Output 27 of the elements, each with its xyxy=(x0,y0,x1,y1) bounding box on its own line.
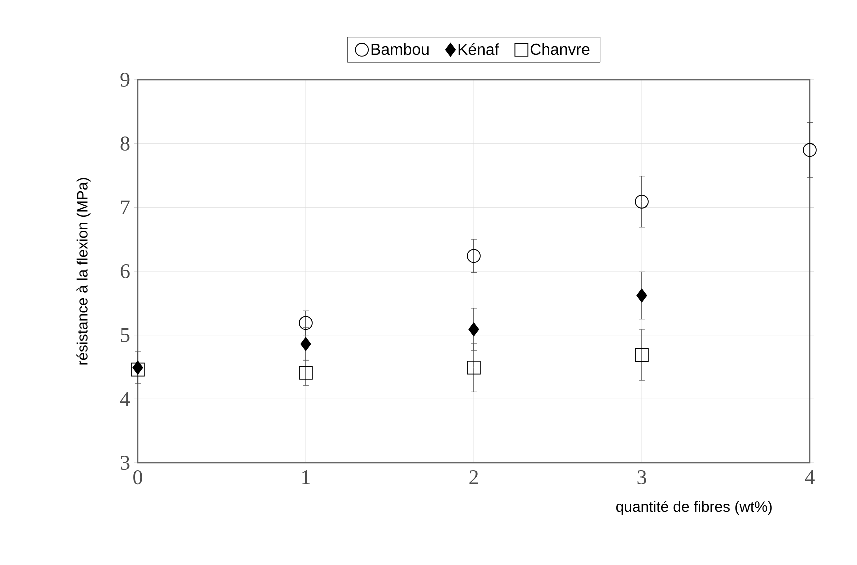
x-tick-label: 2 xyxy=(470,470,478,484)
point xyxy=(468,322,480,337)
legend-label: Bambou xyxy=(372,43,429,56)
x-tick-label: 4 xyxy=(805,470,815,484)
y-tick-label: 3 xyxy=(121,456,130,470)
legend-label: Chanvre xyxy=(530,43,590,56)
y-tick-label: 9 xyxy=(120,72,130,88)
point xyxy=(300,337,312,352)
point xyxy=(803,143,817,158)
point xyxy=(635,194,649,209)
x-tick-label: 0 xyxy=(134,470,142,485)
y-tick-label: 4 xyxy=(120,392,130,406)
x-axis-title: quantité de fibres (wt%) xyxy=(616,500,772,516)
point xyxy=(467,249,481,264)
x-tick-label: 1 xyxy=(302,470,310,484)
y-tick-label: 5 xyxy=(121,328,130,342)
y-tick-label: 7 xyxy=(121,200,130,215)
point xyxy=(299,316,313,330)
y-tick-label: 8 xyxy=(120,136,130,151)
point xyxy=(299,366,313,380)
point xyxy=(635,348,649,362)
y-axis-title: résistance à la flexion (MPa) xyxy=(76,178,91,365)
point xyxy=(636,288,648,303)
y-tick-label: 6 xyxy=(120,264,130,279)
legend-label: Kénaf xyxy=(458,43,500,56)
point xyxy=(467,360,481,375)
x-tick-label: 3 xyxy=(638,470,646,485)
